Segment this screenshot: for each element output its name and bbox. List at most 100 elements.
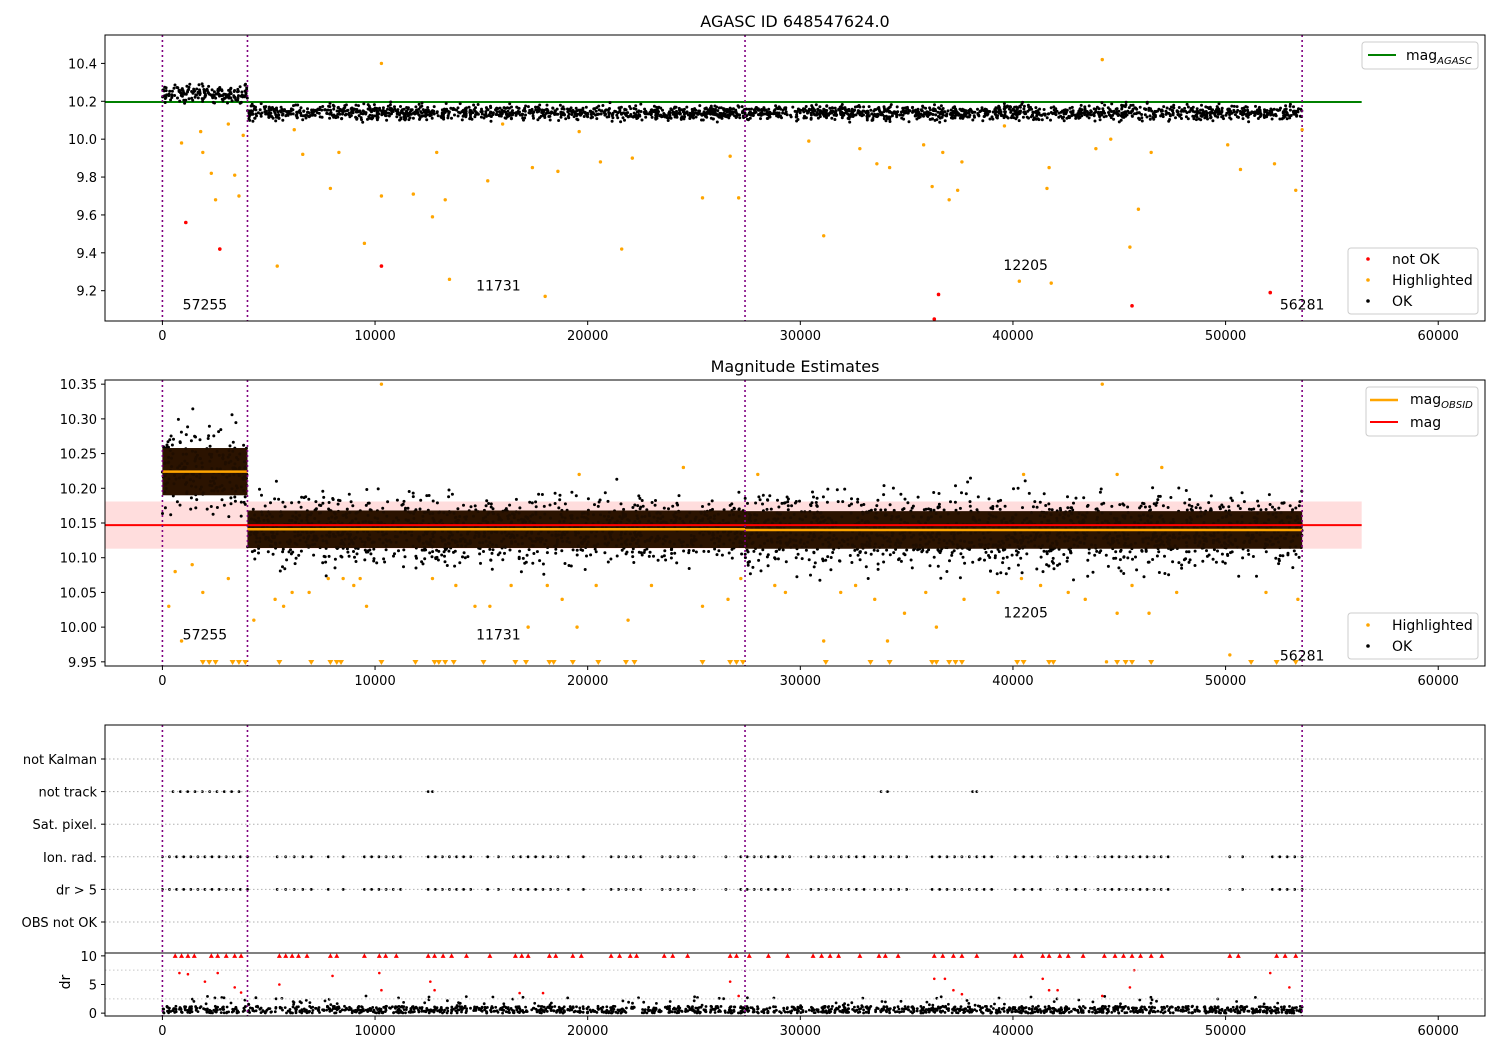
ok-point	[253, 558, 256, 561]
ok-point	[604, 491, 607, 494]
ok-point	[1174, 116, 1177, 119]
ok-point	[491, 568, 494, 571]
ok-point	[314, 500, 317, 503]
ok-point	[564, 562, 567, 565]
ok-point	[1279, 107, 1282, 110]
ok-point	[489, 115, 492, 118]
ok-point	[402, 565, 405, 568]
ok-point	[638, 114, 641, 117]
ok-point	[251, 103, 254, 106]
ok-point	[338, 110, 341, 113]
ok-point	[1148, 505, 1151, 508]
ok-point	[579, 111, 582, 114]
ok-point	[1191, 108, 1194, 111]
ok-point	[1169, 496, 1172, 499]
highlighted-point	[444, 198, 447, 201]
ok-point	[180, 94, 183, 97]
ok-point	[258, 488, 261, 491]
ok-point	[1216, 550, 1219, 553]
ok-point	[828, 112, 831, 115]
ok-point	[1135, 112, 1138, 115]
ok-point	[1180, 567, 1183, 570]
ok-point	[520, 570, 523, 573]
ok-point	[273, 497, 276, 500]
highlighted-point	[1149, 151, 1152, 154]
ok-point	[558, 498, 561, 501]
ok-point	[724, 112, 727, 115]
ok-point	[180, 88, 183, 91]
ok-point	[343, 104, 346, 107]
ok-point	[425, 118, 428, 121]
ok-point	[595, 550, 598, 553]
ok-point	[834, 107, 837, 110]
ok-point	[309, 114, 312, 117]
ok-point	[385, 119, 388, 122]
ok-point	[1063, 119, 1066, 122]
ok-point	[416, 111, 419, 114]
ok-point	[478, 552, 481, 555]
ok-point	[1003, 107, 1006, 110]
ok-point	[606, 116, 609, 119]
ok-point	[1171, 109, 1174, 112]
ok-point	[1071, 106, 1074, 109]
highlighted-point	[1128, 245, 1131, 248]
ok-point	[891, 114, 894, 117]
ok-point	[208, 425, 211, 428]
ok-point	[752, 114, 755, 117]
ok-point	[1017, 487, 1020, 490]
ok-point	[787, 504, 790, 507]
ok-point	[963, 113, 966, 116]
ok-point	[296, 116, 299, 119]
highlighted-point	[1047, 166, 1050, 169]
ok-point	[264, 113, 267, 116]
ok-point	[1217, 113, 1220, 116]
ok-point	[302, 110, 305, 113]
ok-point	[656, 109, 659, 112]
ok-point	[1233, 110, 1236, 113]
ok-point	[485, 499, 488, 502]
ok-point	[231, 99, 234, 102]
highlighted-point	[556, 170, 559, 173]
ok-point	[877, 568, 880, 571]
ok-point	[786, 500, 789, 503]
ok-point	[1110, 116, 1113, 119]
ok-point	[1180, 117, 1183, 120]
ok-point	[969, 477, 972, 480]
ok-point	[491, 552, 494, 555]
ok-point	[294, 562, 297, 565]
ok-point	[164, 506, 167, 509]
ok-point	[951, 114, 954, 117]
ok-point	[856, 111, 859, 114]
ok-point	[923, 111, 926, 114]
ok-point	[549, 504, 552, 507]
highlighted-point	[293, 128, 296, 131]
ok-point	[661, 109, 664, 112]
ok-point	[965, 492, 968, 495]
ok-point	[492, 548, 495, 551]
ok-point	[328, 501, 331, 504]
ok-point	[875, 504, 878, 507]
ok-point	[352, 550, 355, 553]
highlighted-point	[599, 160, 602, 163]
ok-point	[706, 111, 709, 114]
ok-point	[296, 104, 299, 107]
ok-point	[722, 108, 725, 111]
ok-point	[753, 108, 756, 111]
ok-point	[1031, 111, 1034, 114]
ok-point	[1190, 505, 1193, 508]
ok-point	[1100, 488, 1103, 491]
ok-point	[222, 100, 225, 103]
ok-point	[1022, 111, 1025, 114]
ok-point	[1110, 110, 1113, 113]
ok-point	[332, 498, 335, 501]
ok-point	[823, 115, 826, 118]
ok-point	[836, 488, 839, 491]
ok-point	[773, 111, 776, 114]
ok-point	[338, 113, 341, 116]
ok-point	[1105, 115, 1108, 118]
ok-point	[1274, 557, 1277, 560]
ok-point	[1115, 111, 1118, 114]
ok-point	[1105, 554, 1108, 557]
ok-point	[259, 108, 262, 111]
